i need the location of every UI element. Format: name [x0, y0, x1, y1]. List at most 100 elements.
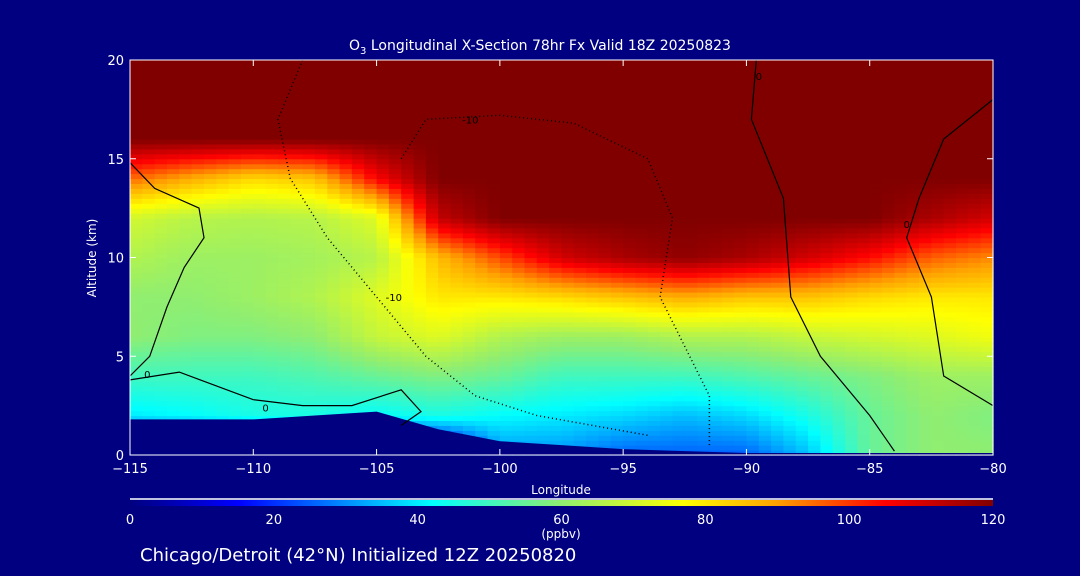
heatmap-cell: [573, 74, 587, 81]
heatmap-cell: [154, 222, 168, 229]
heatmap-cell: [327, 356, 341, 362]
heatmap-cell: [204, 415, 217, 421]
heatmap-cell: [795, 119, 809, 125]
heatmap-cell: [795, 129, 809, 135]
heatmap-cell: [376, 395, 390, 402]
heatmap-cell: [672, 272, 686, 278]
heatmap-cell: [413, 64, 427, 71]
heatmap-cell: [450, 183, 464, 189]
heatmap-cell: [882, 306, 895, 313]
heatmap-cell: [623, 301, 636, 308]
heatmap-cell: [647, 148, 661, 155]
heatmap-cell: [364, 183, 378, 189]
heatmap-cell: [869, 153, 883, 160]
heatmap-cell: [845, 139, 858, 145]
heatmap-cell: [795, 400, 809, 407]
heatmap-cell: [709, 109, 723, 115]
heatmap-cell: [746, 89, 760, 96]
heatmap-cell: [672, 188, 686, 194]
heatmap-cell: [438, 376, 452, 382]
heatmap-cell: [820, 153, 834, 160]
heatmap-cell: [475, 430, 489, 436]
heatmap-cell: [364, 346, 378, 352]
heatmap-cell: [882, 395, 895, 402]
heatmap-cell: [512, 326, 526, 333]
heatmap-cell: [746, 139, 760, 145]
heatmap-cell: [845, 361, 858, 367]
heatmap-cell: [351, 351, 365, 357]
heatmap-cell: [265, 89, 279, 96]
heatmap-cell: [512, 410, 526, 417]
heatmap-cell: [561, 213, 575, 219]
heatmap-cell: [228, 79, 242, 86]
heatmap-cell: [327, 376, 341, 382]
heatmap-cell: [130, 361, 143, 367]
heatmap-cell: [845, 173, 858, 180]
heatmap-cell: [869, 94, 883, 101]
heatmap-cell: [808, 262, 821, 268]
heatmap-cell: [869, 252, 883, 259]
heatmap-cell: [167, 341, 180, 347]
heatmap-cell: [167, 277, 180, 283]
heatmap-cell: [351, 277, 365, 283]
heatmap-cell: [845, 193, 858, 199]
heatmap-cell: [783, 208, 797, 214]
heatmap-cell: [438, 425, 452, 431]
heatmap-cell: [623, 356, 636, 362]
heatmap-cell: [290, 242, 304, 249]
heatmap-cell: [771, 222, 784, 229]
heatmap-cell: [388, 292, 402, 298]
heatmap-cell: [783, 222, 797, 229]
heatmap-cell: [635, 316, 649, 323]
heatmap-cell: [832, 94, 846, 101]
heatmap-cell: [376, 287, 390, 293]
heatmap-cell: [401, 371, 415, 377]
heatmap-cell: [697, 94, 710, 101]
heatmap-cell: [610, 301, 624, 308]
heatmap-cell: [314, 306, 328, 313]
heatmap-cell: [339, 227, 353, 234]
heatmap-cell: [672, 331, 686, 338]
heatmap-cell: [339, 198, 353, 204]
heatmap-cell: [684, 208, 698, 214]
heatmap-cell: [857, 60, 871, 66]
heatmap-cell: [339, 84, 353, 91]
heatmap-cell: [623, 143, 636, 150]
heatmap-cell: [179, 336, 193, 342]
heatmap-cell: [709, 124, 723, 130]
heatmap-cell: [746, 168, 760, 175]
heatmap-cell: [832, 227, 846, 234]
heatmap-cell: [253, 158, 267, 165]
heatmap-cell: [746, 301, 760, 308]
heatmap-cell: [450, 134, 464, 140]
heatmap-cell: [376, 282, 390, 288]
heatmap-cell: [351, 173, 365, 180]
heatmap-cell: [610, 119, 624, 125]
heatmap-cell: [758, 242, 772, 249]
heatmap-cell: [351, 321, 365, 328]
heatmap-cell: [672, 153, 686, 160]
heatmap-cell: [475, 69, 489, 76]
heatmap-cell: [265, 247, 279, 254]
heatmap-cell: [783, 178, 797, 184]
heatmap-cell: [253, 193, 267, 199]
heatmap-cell: [339, 168, 353, 175]
heatmap-cell: [783, 232, 797, 239]
heatmap-cell: [142, 183, 156, 189]
heatmap-cell: [388, 114, 402, 120]
heatmap-cell: [179, 139, 193, 145]
heatmap-cell: [339, 326, 353, 333]
heatmap-cell: [586, 326, 600, 333]
heatmap-cell: [795, 282, 809, 288]
heatmap-cell: [857, 331, 871, 338]
heatmap-cell: [758, 282, 772, 288]
heatmap-cell: [845, 400, 858, 407]
heatmap-cell: [265, 143, 279, 150]
heatmap-cell: [167, 400, 180, 407]
heatmap-cell: [277, 331, 291, 338]
heatmap-cell: [660, 292, 673, 298]
heatmap-cell: [167, 94, 180, 101]
heatmap-cell: [364, 395, 378, 402]
heatmap-cell: [241, 227, 254, 234]
heatmap-cell: [327, 336, 341, 342]
